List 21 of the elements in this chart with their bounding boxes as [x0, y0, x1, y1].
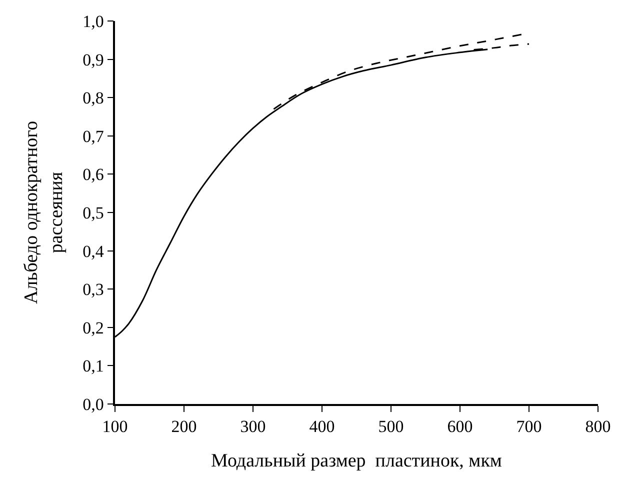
- y-tick-label: 0,8: [82, 88, 104, 108]
- y-axis-title: Альбедо однократного рассеяния: [21, 120, 67, 304]
- y-tick-label: 0,3: [82, 280, 104, 300]
- y-tick-label: 0,7: [82, 126, 104, 146]
- x-axis-title: Модальный размер пластинок, мкм: [211, 450, 502, 472]
- y-tick-label: 0,9: [82, 50, 104, 70]
- y-tick-label: 0,2: [82, 318, 104, 338]
- x-tick-label: 100: [102, 417, 128, 436]
- y-tick-label: 0,5: [82, 203, 104, 222]
- y-tick-label: 0,1: [82, 356, 104, 376]
- x-tick-label: 700: [516, 417, 542, 436]
- x-tick-label: 200: [171, 417, 197, 436]
- y-tick-label: 0,0: [82, 394, 104, 414]
- x-tick-label: 400: [309, 417, 335, 436]
- x-tick-label: 300: [240, 417, 266, 436]
- y-tick-label: 1,0: [82, 12, 104, 31]
- y-tick-label: 0,6: [82, 165, 104, 184]
- y-tick-label: 0,4: [82, 242, 104, 261]
- x-tick-label: 500: [378, 417, 404, 436]
- x-tick-label: 800: [585, 417, 611, 436]
- x-tick-label: 600: [447, 417, 473, 436]
